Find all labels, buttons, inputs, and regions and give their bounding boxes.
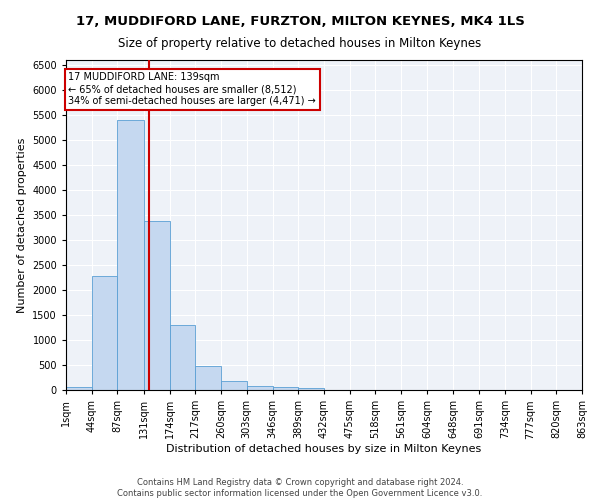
Text: Contains HM Land Registry data © Crown copyright and database right 2024.
Contai: Contains HM Land Registry data © Crown c… bbox=[118, 478, 482, 498]
Bar bbox=[221, 380, 247, 390]
Bar bbox=[118, 120, 144, 390]
Bar bbox=[195, 366, 221, 390]
Y-axis label: Number of detached properties: Number of detached properties bbox=[17, 138, 26, 312]
Bar bbox=[144, 221, 170, 390]
Bar bbox=[298, 388, 324, 390]
Text: 17, MUDDIFORD LANE, FURZTON, MILTON KEYNES, MK4 1LS: 17, MUDDIFORD LANE, FURZTON, MILTON KEYN… bbox=[76, 15, 524, 28]
Bar bbox=[272, 387, 298, 390]
Bar bbox=[247, 386, 272, 390]
Bar bbox=[170, 324, 195, 390]
Bar bbox=[92, 276, 118, 390]
Text: 17 MUDDIFORD LANE: 139sqm
← 65% of detached houses are smaller (8,512)
34% of se: 17 MUDDIFORD LANE: 139sqm ← 65% of detac… bbox=[68, 72, 316, 106]
Text: Size of property relative to detached houses in Milton Keynes: Size of property relative to detached ho… bbox=[118, 38, 482, 51]
X-axis label: Distribution of detached houses by size in Milton Keynes: Distribution of detached houses by size … bbox=[166, 444, 482, 454]
Bar bbox=[66, 386, 92, 390]
